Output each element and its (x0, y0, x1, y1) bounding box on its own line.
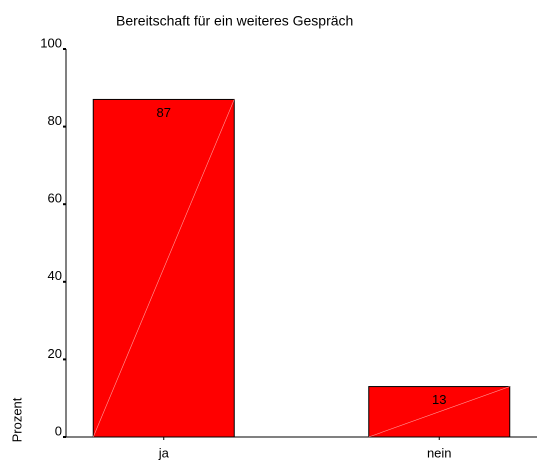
chart-title: Bereitschaft für ein weiteres Gespräch (116, 13, 353, 29)
x-tick-label: nein (427, 445, 452, 460)
bar-shading (92, 99, 235, 438)
y-tick-label: 20 (48, 346, 62, 361)
y-tick-label: 0 (55, 423, 62, 438)
value-label: 13 (432, 392, 446, 407)
bar-shading (368, 386, 510, 438)
y-tick-label: 80 (48, 113, 62, 128)
y-tick-label: 40 (48, 268, 62, 283)
y-tick-label: 100 (40, 35, 62, 50)
y-tick-label: 60 (48, 191, 62, 206)
x-tick-label: ja (158, 445, 170, 460)
value-label: 87 (157, 105, 171, 120)
y-axis-label: Prozent (9, 397, 24, 442)
